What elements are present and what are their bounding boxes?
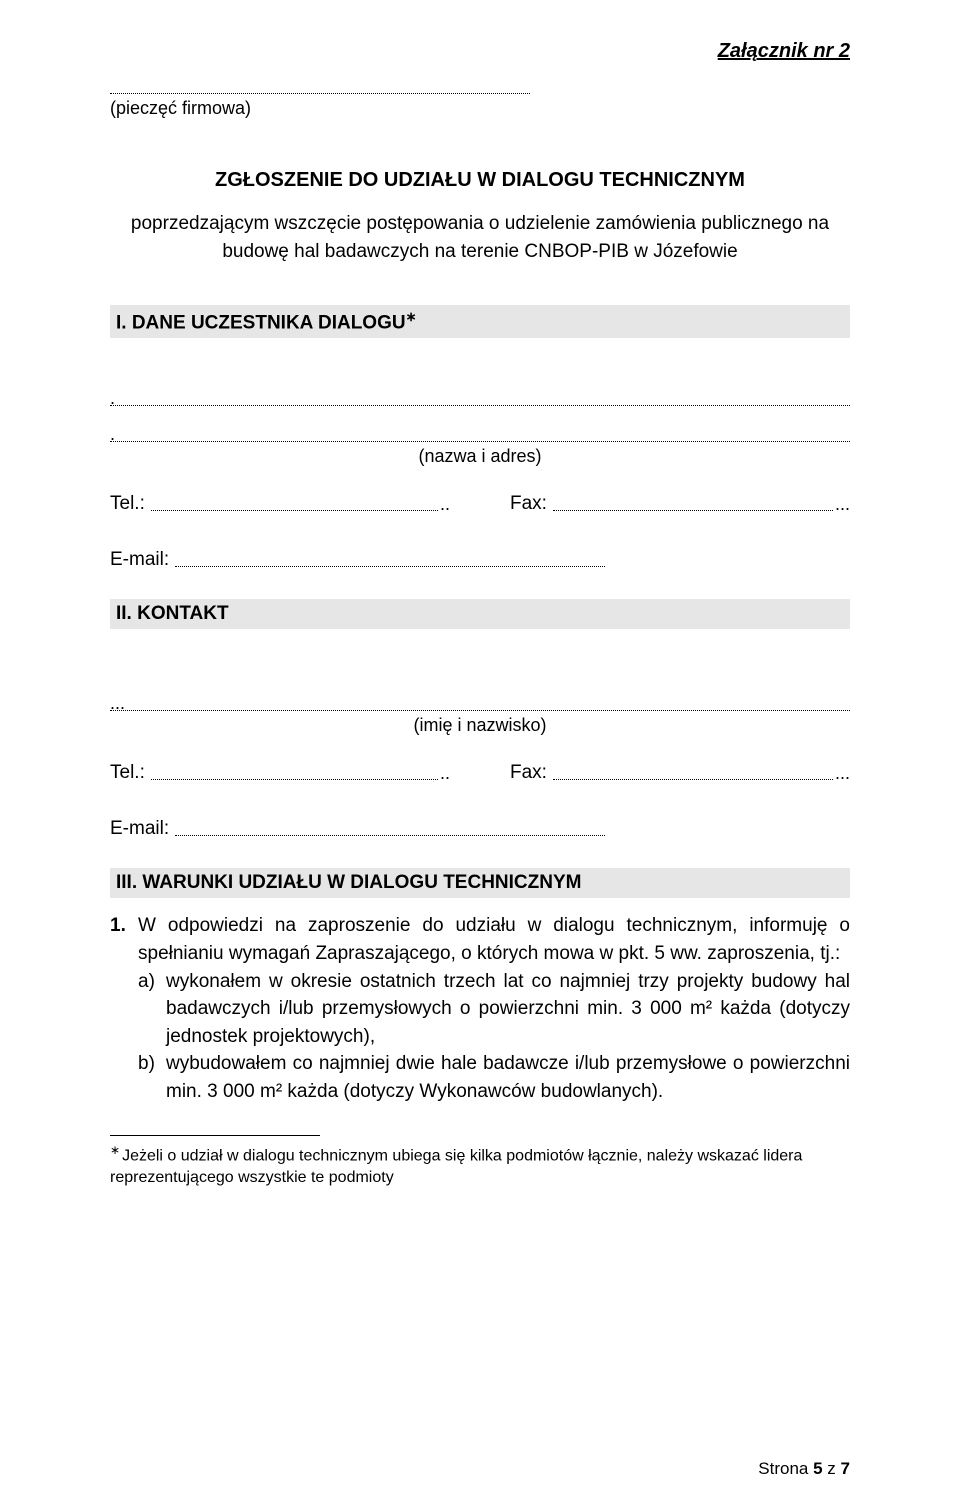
annex-label: Załącznik nr 2: [110, 40, 850, 63]
item-1b: b) wybudowałem co najmniej dwie hale bad…: [110, 1050, 850, 1105]
section-2-heading: II. KONTAKT: [110, 599, 850, 629]
contact-name-caption: (imię i nazwisko): [110, 715, 850, 736]
fax-line-1: [553, 510, 833, 511]
footnote: ∗Jeżeli o udział w dialogu technicznym u…: [110, 1142, 850, 1189]
tel-end-1: ..: [440, 494, 450, 515]
fax-label-1: Fax:: [510, 493, 547, 515]
item-1b-text: wybudowałem co najmniej dwie hale badawc…: [166, 1050, 850, 1105]
email-line-2: [175, 835, 605, 836]
email-row-1: E-mail:: [110, 549, 850, 571]
section-3-heading: III. WARUNKI UDZIAŁU W DIALOGU TECHNICZN…: [110, 868, 850, 898]
stamp-caption: (pieczęć firmowa): [110, 98, 850, 119]
tel-line-1: [151, 510, 438, 511]
item-1a-text: wykonałem w okresie ostatnich trzech lat…: [166, 968, 850, 1051]
item-1b-lit: b): [138, 1050, 166, 1105]
item-1-num: 1.: [110, 912, 138, 967]
item-1: 1. W odpowiedzi na zaproszenie do udział…: [110, 912, 850, 967]
item-1-text: W odpowiedzi na zaproszenie do udziału w…: [138, 912, 850, 967]
tel-end-2: ..: [440, 763, 450, 784]
page-counter: Strona 5 z 7: [758, 1459, 850, 1479]
fax-field-2: Fax: ...: [510, 762, 850, 784]
page-prefix: Strona: [758, 1459, 813, 1478]
contact-name-line: [110, 693, 850, 711]
tel-field-2: Tel.: ..: [110, 762, 450, 784]
fax-field-1: Fax: ...: [510, 493, 850, 515]
document-title: ZGŁOSZENIE DO UDZIAŁU W DIALOGU TECHNICZ…: [110, 169, 850, 192]
section-1-asterisk: ∗: [406, 309, 417, 324]
tel-label-2: Tel.:: [110, 762, 145, 784]
item-1a-lit: a): [138, 968, 166, 1051]
fax-line-2: [553, 779, 833, 780]
tel-label-1: Tel.:: [110, 493, 145, 515]
footnote-mark: ∗: [110, 1143, 120, 1157]
name-line-1: [110, 388, 850, 406]
document-page: Załącznik nr 2 (pieczęć firmowa) ZGŁOSZE…: [0, 0, 960, 1509]
section-1-heading: I. DANE UCZESTNIKA DIALOGU∗: [110, 305, 850, 338]
section-3-heading-text: III. WARUNKI UDZIAŁU W DIALOGU TECHNICZN…: [116, 872, 581, 893]
tel-line-2: [151, 779, 438, 780]
email-label-2: E-mail:: [110, 818, 169, 840]
page-mid: z: [823, 1459, 841, 1478]
fax-end-2: ...: [835, 763, 850, 784]
tel-fax-row-2: Tel.: .. Fax: ...: [110, 762, 850, 784]
name-address-caption: (nazwa i adres): [110, 446, 850, 467]
fax-end-1: ...: [835, 494, 850, 515]
section-1-heading-text: I. DANE UCZESTNIKA DIALOGU: [116, 312, 406, 333]
email-line-1: [175, 566, 605, 567]
fax-label-2: Fax:: [510, 762, 547, 784]
page-current: 5: [813, 1459, 822, 1478]
name-line-2: [110, 424, 850, 442]
tel-fax-row-1: Tel.: .. Fax: ...: [110, 493, 850, 515]
document-subtitle: poprzedzającym wszczęcie postępowania o …: [110, 210, 850, 265]
footnote-text: Jeżeli o udział w dialogu technicznym ub…: [110, 1148, 802, 1187]
footnote-rule: [110, 1135, 320, 1136]
item-1a: a) wykonałem w okresie ostatnich trzech …: [110, 968, 850, 1051]
conditions-list: 1. W odpowiedzi na zaproszenie do udział…: [110, 912, 850, 1105]
section-2-heading-text: II. KONTAKT: [116, 603, 229, 624]
email-row-2: E-mail:: [110, 818, 850, 840]
page-total: 7: [841, 1459, 850, 1478]
email-label-1: E-mail:: [110, 549, 169, 571]
stamp-line: [110, 93, 530, 94]
tel-field-1: Tel.: ..: [110, 493, 450, 515]
